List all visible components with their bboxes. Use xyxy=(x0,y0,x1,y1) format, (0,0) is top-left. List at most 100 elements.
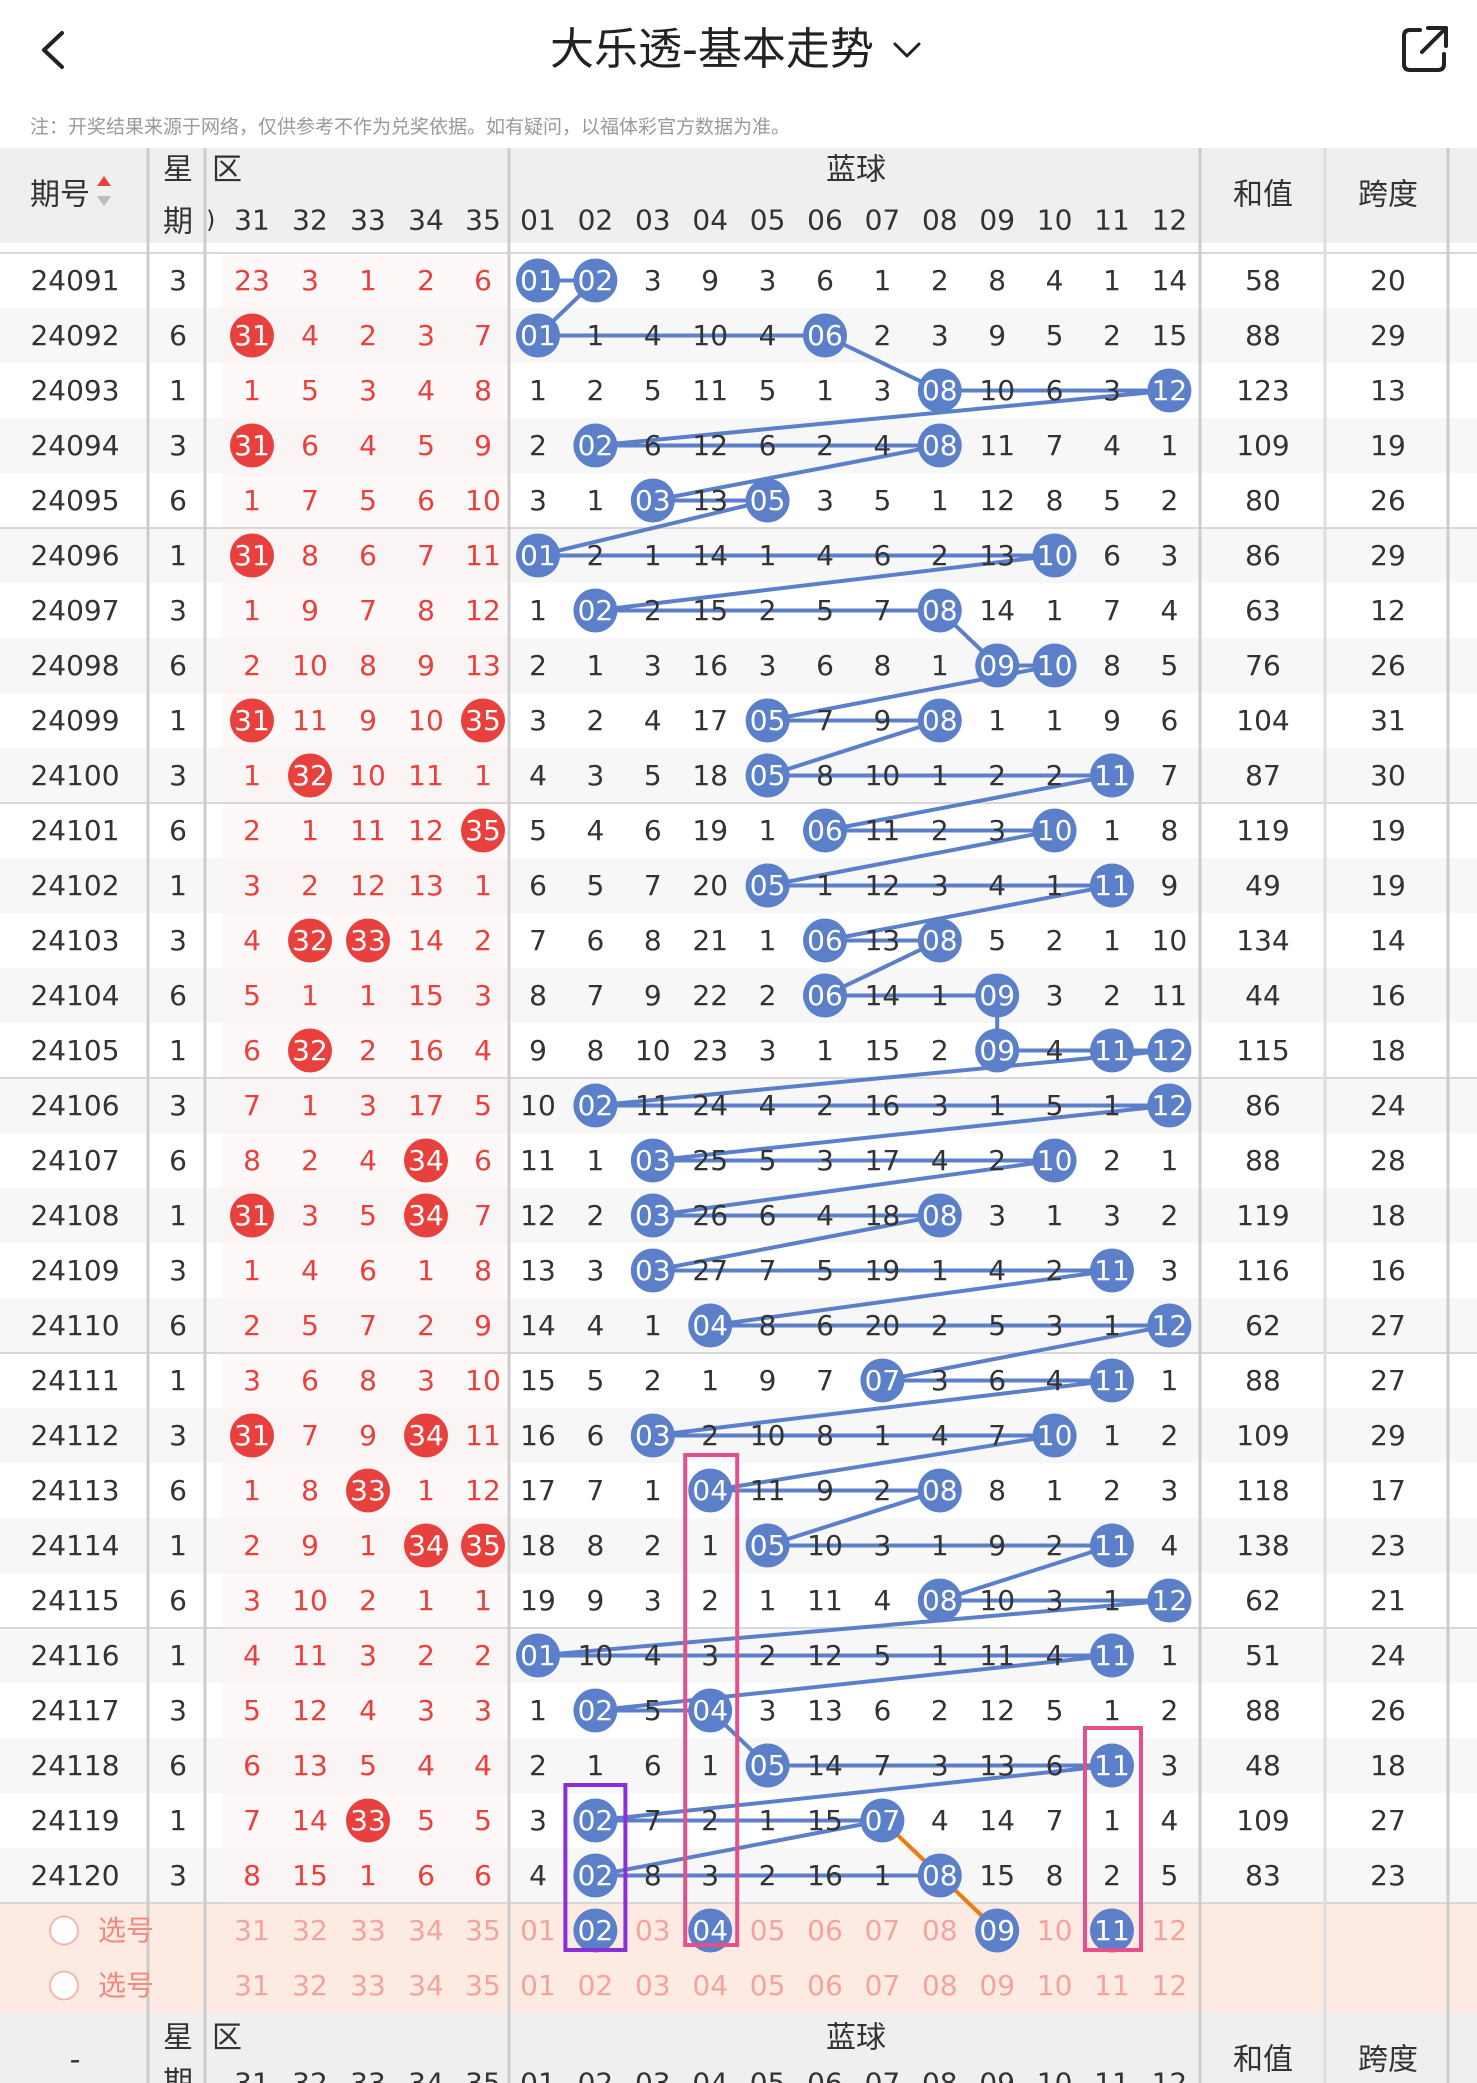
pick-blue-number[interactable]: 05 xyxy=(750,1969,786,2002)
pick-front-number[interactable]: 35 xyxy=(465,1914,501,1947)
pick-row[interactable] xyxy=(49,1970,79,2001)
pick-front-number[interactable]: 33 xyxy=(350,1969,386,2002)
pick-blue-number[interactable]: 09 xyxy=(979,1969,1015,2002)
pick-blue-number[interactable]: 11 xyxy=(1094,1914,1130,1947)
front-miss-value: 6 xyxy=(243,1034,261,1067)
pick-radio[interactable] xyxy=(49,1970,79,2001)
pick-front-number[interactable]: 34 xyxy=(408,1969,444,2002)
selected-blue-ball[interactable] xyxy=(688,1908,733,1953)
pick-label[interactable]: 选号 xyxy=(98,1969,154,2002)
front-miss-value: 3 xyxy=(474,1694,492,1727)
selected-blue-ball[interactable] xyxy=(1090,1908,1134,1953)
front-miss-value: 2 xyxy=(474,1639,492,1672)
span-value: 18 xyxy=(1370,1199,1406,1232)
front-miss-value: 11 xyxy=(465,1419,501,1452)
pick-front-number[interactable]: 35 xyxy=(465,1969,501,2002)
blue-miss-value: 15 xyxy=(865,1034,901,1067)
pick-blue-number[interactable]: 08 xyxy=(922,1969,958,2002)
blue-miss-value: 8 xyxy=(1046,484,1064,517)
trend-line xyxy=(652,1213,941,1273)
pick-blue-number[interactable]: 08 xyxy=(922,1914,958,1947)
share-external-icon[interactable] xyxy=(1398,22,1452,76)
blue-miss-value: 6 xyxy=(586,924,604,957)
title-selector[interactable]: 大乐透-基本走势 xyxy=(0,18,1477,82)
pick-blue-number[interactable]: 03 xyxy=(635,1969,671,2002)
pick-front-number[interactable]: 33 xyxy=(350,1914,386,1947)
red-ball-number: 33 xyxy=(350,1804,386,1837)
blue-ball xyxy=(803,918,847,963)
weekday-value: 3 xyxy=(169,759,187,792)
pick-blue-number[interactable]: 09 xyxy=(979,1914,1015,1947)
selected-blue-ball[interactable] xyxy=(975,1908,1020,1953)
span-value: 26 xyxy=(1370,484,1406,517)
header-blue-col: 11 xyxy=(1094,204,1130,237)
pick-blue-number[interactable]: 06 xyxy=(807,1914,843,1947)
pick-blue-number[interactable]: 07 xyxy=(865,1914,901,1947)
pick-blue-number[interactable]: 02 xyxy=(578,1969,614,2002)
pick-blue-number[interactable]: 01 xyxy=(520,1914,556,1947)
pick-blue-number[interactable]: 10 xyxy=(1037,1914,1073,1947)
chevron-down-icon[interactable] xyxy=(887,30,927,70)
pick-label[interactable]: 选号 xyxy=(98,1914,154,1947)
blue-miss-value: 1 xyxy=(931,1254,949,1287)
pick-blue-number[interactable]: 10 xyxy=(1037,1969,1073,2002)
blue-miss-value: 13 xyxy=(979,539,1015,572)
pick-front-number[interactable]: 31 xyxy=(234,1969,270,2002)
blue-miss-value: 15 xyxy=(979,1859,1015,1892)
pick-front-number[interactable]: 32 xyxy=(292,1914,328,1947)
pick-front-number[interactable]: 31 xyxy=(234,1914,270,1947)
blue-miss-value: 1 xyxy=(816,1034,834,1067)
sum-value: 116 xyxy=(1236,1254,1289,1287)
pick-blue-number[interactable]: 04 xyxy=(692,1969,728,2002)
back-icon[interactable] xyxy=(30,25,80,75)
front-miss-value: 2 xyxy=(359,1584,377,1617)
pick-blue-number[interactable]: 06 xyxy=(807,1969,843,2002)
blue-ball xyxy=(917,918,962,963)
red-ball-number: 34 xyxy=(408,1144,444,1177)
pick-blue-number[interactable]: 03 xyxy=(635,1914,671,1947)
highlight-box-col-11 xyxy=(1083,1726,1143,1952)
blue-ball-number: 08 xyxy=(922,924,958,957)
front-miss-value: 7 xyxy=(359,1309,377,1342)
blue-miss-value: 4 xyxy=(931,1419,949,1452)
pick-radio[interactable] xyxy=(49,1915,79,1946)
pick-front-number[interactable]: 32 xyxy=(292,1969,328,2002)
blue-ball-number: 01 xyxy=(520,539,556,572)
blue-miss-value: 9 xyxy=(873,704,891,737)
weekday-value: 3 xyxy=(169,1254,187,1287)
pick-blue-number[interactable]: 11 xyxy=(1094,1969,1130,2002)
blue-miss-value: 6 xyxy=(1046,374,1064,407)
blue-ball-number: 12 xyxy=(1152,374,1188,407)
pick-blue-number[interactable]: 02 xyxy=(578,1914,614,1947)
blue-ball-number: 11 xyxy=(1094,1529,1130,1562)
selected-blue-ball[interactable] xyxy=(573,1908,618,1953)
page-title[interactable]: 大乐透-基本走势 xyxy=(550,24,874,75)
blue-miss-value: 11 xyxy=(865,814,901,847)
front-miss-value: 1 xyxy=(301,979,319,1012)
blue-miss-value: 10 xyxy=(750,1419,786,1452)
blue-miss-value: 13 xyxy=(692,484,728,517)
pick-blue-number[interactable]: 05 xyxy=(750,1914,786,1947)
pick-blue-number[interactable]: 04 xyxy=(692,1914,728,1947)
blue-miss-value: 15 xyxy=(807,1804,843,1837)
header-issue[interactable]: 期号 xyxy=(30,178,90,213)
pick-blue-number[interactable]: 01 xyxy=(520,1969,556,2002)
blue-ball-number: 12 xyxy=(1152,1309,1188,1342)
pick-front-number[interactable]: 34 xyxy=(408,1914,444,1947)
pick-blue-number[interactable]: 12 xyxy=(1152,1969,1188,2002)
blue-miss-value: 13 xyxy=(865,924,901,957)
blue-miss-value: 5 xyxy=(1046,319,1064,352)
pick-blue-number[interactable]: 07 xyxy=(865,1969,901,2002)
front-miss-value: 2 xyxy=(417,1639,435,1672)
blue-miss-value: 7 xyxy=(759,1254,777,1287)
issue-number: 24099 xyxy=(30,704,119,737)
blue-ball xyxy=(1032,533,1077,578)
pick-blue-number[interactable]: 12 xyxy=(1152,1914,1188,1947)
sum-value: 115 xyxy=(1236,1034,1289,1067)
trend-line xyxy=(709,1268,1113,1328)
pick-row[interactable] xyxy=(49,1915,79,1946)
blue-ball xyxy=(975,643,1020,688)
sort-arrows-icon[interactable] xyxy=(97,176,111,206)
blue-miss-value: 1 xyxy=(1046,869,1064,902)
blue-miss-value: 5 xyxy=(644,759,662,792)
